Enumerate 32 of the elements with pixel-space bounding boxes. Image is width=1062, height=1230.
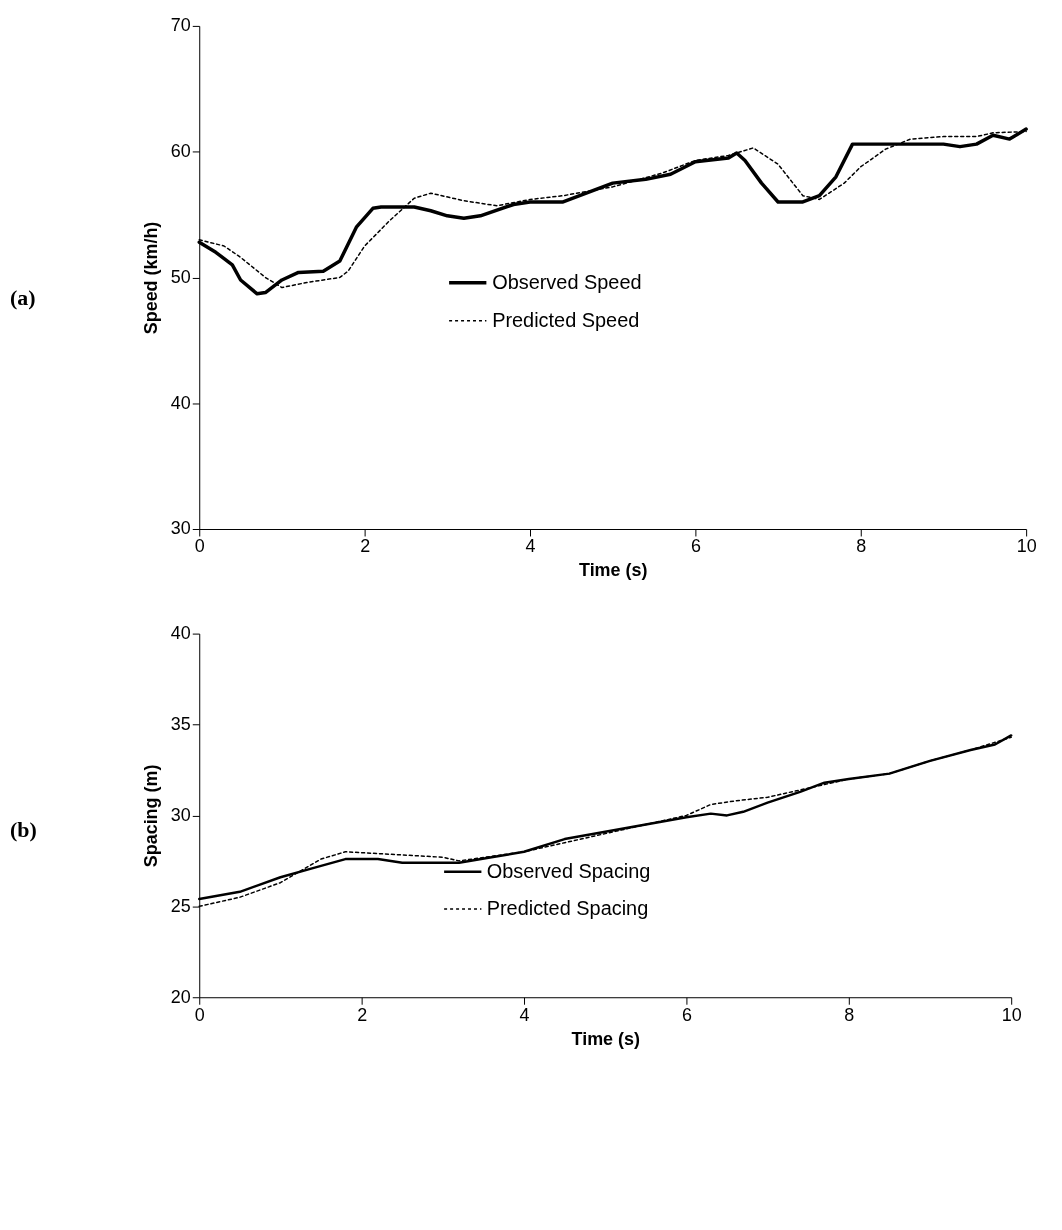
legend-label: Predicted Speed [492, 308, 640, 331]
x-tick-label: 2 [357, 1004, 368, 1025]
y-tick-label: 20 [170, 986, 191, 1007]
y-tick-label: 30 [170, 804, 191, 825]
y-axis-title: Speed (km/h) [140, 221, 161, 335]
x-axis-title: Time (s) [579, 560, 648, 581]
x-tick-label: 2 [360, 536, 371, 557]
x-tick-label: 10 [1001, 1004, 1022, 1025]
legend-label: Observed Spacing [486, 859, 651, 882]
y-tick-label: 30 [170, 518, 191, 539]
y-tick-label: 50 [170, 266, 191, 287]
x-tick-label: 8 [844, 1004, 855, 1025]
y-tick-label: 40 [170, 392, 191, 413]
x-tick-label: 6 [690, 536, 701, 557]
legend-label: Predicted Spacing [486, 897, 649, 920]
y-axis-title: Spacing (m) [140, 764, 161, 868]
text: (b) [9, 816, 37, 842]
x-tick-label: 4 [519, 1004, 530, 1025]
x-axis-title: Time (s) [571, 1028, 640, 1049]
x-tick-label: 0 [194, 1004, 205, 1025]
x-tick-label: 8 [856, 536, 867, 557]
x-tick-label: 6 [681, 1004, 692, 1025]
x-tick-label: 4 [525, 536, 536, 557]
x-tick-label: 10 [1016, 536, 1037, 557]
text: (a) [9, 284, 36, 310]
y-tick-label: 25 [170, 895, 191, 916]
y-tick-label: 40 [170, 623, 191, 644]
y-tick-label: 60 [170, 141, 191, 162]
legend-label: Observed Speed [492, 270, 642, 293]
y-tick-label: 70 [170, 15, 191, 36]
x-tick-label: 0 [194, 536, 205, 557]
y-tick-label: 35 [170, 714, 191, 734]
